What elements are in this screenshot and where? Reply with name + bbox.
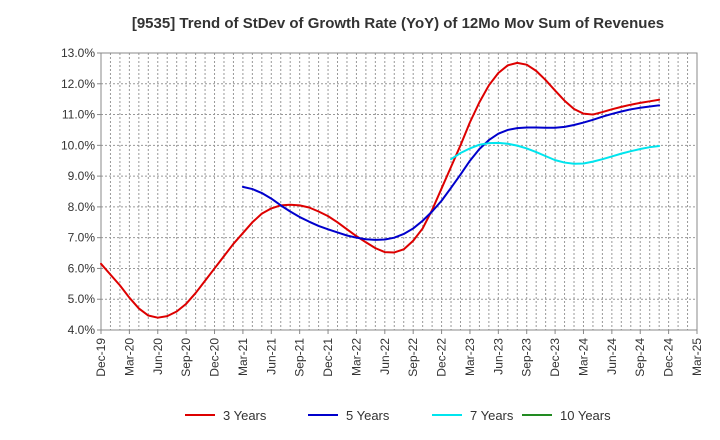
x-tick-label: Mar-20 (122, 338, 136, 376)
legend-label-5-years: 5 Years (346, 408, 390, 423)
y-tick-label: 10.0% (61, 138, 95, 152)
x-tick-label: Jun-24 (605, 338, 619, 375)
y-tick-label: 12.0% (61, 77, 95, 91)
y-tick-label: 7.0% (68, 231, 96, 245)
x-tick-label: Dec-20 (208, 338, 222, 377)
x-tick-label: Sep-23 (520, 338, 534, 377)
y-tick-label: 8.0% (68, 200, 96, 214)
grid-layer (100, 52, 698, 331)
x-tick-label: Dec-24 (662, 338, 676, 377)
y-tick-label: 13.0% (61, 46, 95, 60)
y-tick-label: 6.0% (68, 261, 96, 275)
x-tick-label: Jun-22 (378, 338, 392, 375)
y-tick-label: 9.0% (68, 169, 96, 183)
series-line-7-years (450, 141, 661, 165)
y-tick-label: 4.0% (68, 323, 96, 337)
y-axis-ticks: 4.0% 5.0% 6.0% 7.0% 8.0% 9.0% 10.0% 11.0% 12.0% 1… (61, 46, 101, 337)
plot-frame (100, 52, 698, 331)
x-tick-label: Mar-23 (463, 338, 477, 376)
x-tick-label: Mar-22 (349, 338, 363, 376)
x-tick-label: Mar-21 (236, 338, 250, 376)
series-line-5-years (241, 104, 661, 241)
chart-title: [9535] Trend of StDev of Growth Rate (Yo… (132, 15, 664, 32)
x-tick-label: Dec-21 (321, 338, 335, 377)
x-tick-label: Mar-24 (576, 338, 590, 376)
y-tick-label: 11.0% (62, 108, 95, 122)
x-tick-label: Sep-24 (633, 338, 647, 377)
x-tick-label: Jun-21 (264, 338, 278, 375)
x-tick-label: Dec-19 (94, 338, 108, 377)
x-tick-label: Sep-22 (406, 338, 420, 377)
series-line-3-years (100, 61, 661, 319)
series-layer (100, 61, 661, 319)
x-tick-label: Mar-25 (690, 338, 704, 376)
legend-label-10-years: 10 Years (560, 408, 611, 423)
legend-label-3-years: 3 Years (223, 408, 267, 423)
y-tick-label: 5.0% (68, 292, 96, 306)
x-tick-label: Dec-22 (435, 338, 449, 377)
x-tick-label: Jun-23 (491, 338, 505, 375)
x-tick-label: Sep-20 (179, 338, 193, 377)
x-axis-ticks: Dec-19 Mar-20 Jun-20 Sep-20 Dec-20 Mar-21 Jun-… (94, 330, 704, 377)
x-tick-label: Sep-21 (293, 338, 307, 377)
x-tick-label: Jun-20 (151, 338, 165, 375)
legend-label-7-years: 7 Years (470, 408, 514, 423)
x-tick-label: Dec-23 (548, 338, 562, 377)
legend: 3 Years 5 Years 7 Years 10 Years (185, 408, 611, 423)
